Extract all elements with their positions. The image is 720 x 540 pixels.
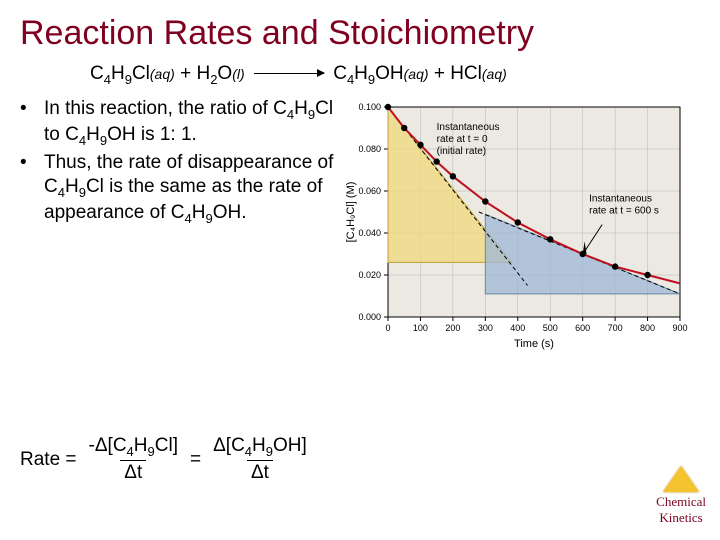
reaction-arrow-icon — [254, 73, 324, 74]
svg-text:0.000: 0.000 — [358, 312, 381, 322]
svg-text:200: 200 — [445, 323, 460, 333]
svg-text:(initial rate): (initial rate) — [437, 146, 486, 157]
svg-text:0: 0 — [385, 323, 390, 333]
svg-text:rate at t = 0: rate at t = 0 — [437, 134, 488, 145]
svg-text:0.100: 0.100 — [358, 102, 381, 112]
svg-text:Time (s): Time (s) — [514, 338, 554, 350]
product-2: HCl(aq) — [450, 63, 507, 84]
reactant-2: H2O(l) — [196, 63, 244, 84]
rate-equation: Rate = -Δ[C4H9Cl] Δt = Δ[C4H9OH] Δt — [20, 435, 319, 484]
product-1: C4H9OH(aq) — [333, 63, 428, 84]
svg-text:300: 300 — [478, 323, 493, 333]
svg-text:700: 700 — [608, 323, 623, 333]
concentration-chart: 0 100 200 300 400 500 600 700 800 900 0.000 0.020 0.… — [340, 97, 690, 357]
svg-text:0.040: 0.040 — [358, 228, 381, 238]
svg-text:0.080: 0.080 — [358, 144, 381, 154]
bullet-list: • In this reaction, the ratio of C4H9Cl … — [20, 97, 340, 357]
list-item: • In this reaction, the ratio of C4H9Cl … — [20, 97, 340, 149]
fraction-rhs: Δ[C4H9OH] Δt — [209, 435, 311, 484]
svg-text:600: 600 — [575, 323, 590, 333]
svg-text:Instantaneous: Instantaneous — [589, 193, 652, 204]
list-item: • Thus, the rate of disappearance of C4H… — [20, 151, 340, 227]
svg-text:Instantaneous: Instantaneous — [437, 122, 500, 133]
reactant-1: C4H9Cl(aq) — [90, 63, 175, 84]
svg-text:800: 800 — [640, 323, 655, 333]
triangle-icon — [663, 466, 699, 492]
page-title: Reaction Rates and Stoichiometry — [0, 0, 720, 59]
svg-text:900: 900 — [672, 323, 687, 333]
svg-text:[C₄H₉Cl] (M): [C₄H₉Cl] (M) — [345, 181, 357, 242]
svg-text:500: 500 — [543, 323, 558, 333]
svg-text:0.060: 0.060 — [358, 186, 381, 196]
svg-text:rate at t = 600 s: rate at t = 600 s — [589, 205, 659, 216]
footer-badge: Chemical Kinetics — [656, 466, 706, 526]
svg-text:100: 100 — [413, 323, 428, 333]
svg-text:0.020: 0.020 — [358, 270, 381, 280]
svg-text:400: 400 — [510, 323, 525, 333]
reaction-equation: C4H9Cl(aq) + H2O(l) C4H9OH(aq) + HCl(aq) — [0, 59, 720, 97]
fraction-lhs: -Δ[C4H9Cl] Δt — [85, 435, 182, 484]
